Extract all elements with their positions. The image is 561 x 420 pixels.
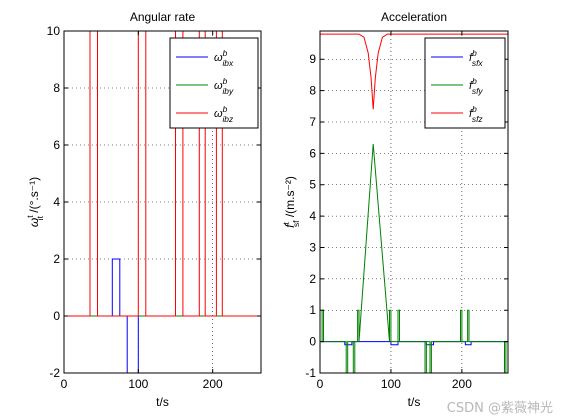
legend-entry: ωb ibx [214,48,234,68]
x-tick-label: 100 [128,377,148,391]
x-axis-label: t/s [156,395,169,409]
series-group [320,33,508,373]
legend-box [424,37,506,129]
y-tick-label: 2 [309,272,316,286]
axes-box [319,30,509,374]
watermark: CSDN @紫薇神光 [446,401,553,416]
y-tick-label: -1 [305,366,316,380]
y-tick-label: -2 [49,366,60,380]
y-tick-label: 4 [53,195,60,209]
x-axis-label: t/s [408,395,421,409]
y-tick-label: 8 [309,84,316,98]
x-tick-label: 0 [61,377,68,391]
legend-entry: fb sfy [469,76,483,96]
legend-entry: fb sfx [469,48,483,68]
x-tick-label: 200 [203,377,223,391]
series-line-1 [320,143,508,373]
y-tick-label: 3 [309,240,316,254]
legend-entry: ωb iby [214,76,234,96]
y-tick-label: 6 [53,138,60,152]
y-tick-label: 5 [309,178,316,192]
series-line-2 [320,33,508,110]
chart-title: Angular rate [130,10,196,24]
y-tick-label: 0 [309,335,316,349]
y-tick-label: 0 [53,309,60,323]
y-axis-label: ωtit /(°.s⁻¹) [25,177,45,227]
y-axis-label: ftsf /(m.s⁻²) [281,176,301,228]
y-tick-label: 4 [309,209,316,223]
y-tick-label: 9 [309,52,316,66]
legend-entry: ωb ibz [214,104,234,124]
y-tick-label: 6 [309,146,316,160]
x-tick-label: 0 [317,377,324,391]
x-tick-label: 100 [381,377,401,391]
series-group [64,31,261,373]
y-tick-label: 1 [309,303,316,317]
x-tick-label: 200 [452,377,472,391]
chart-title: Acceleration [381,10,447,24]
y-tick-label: 2 [53,252,60,266]
legend: ωb ibx ωb iby ωb ibz [169,37,259,129]
legend-entry: fb sfz [469,104,483,124]
y-tick-label: 8 [53,81,60,95]
legend: fb sfx fb sfy fb sfz [424,37,506,129]
y-tick-label: 10 [47,24,61,38]
y-tick-label: 7 [309,115,316,129]
series-line-2 [64,31,261,317]
